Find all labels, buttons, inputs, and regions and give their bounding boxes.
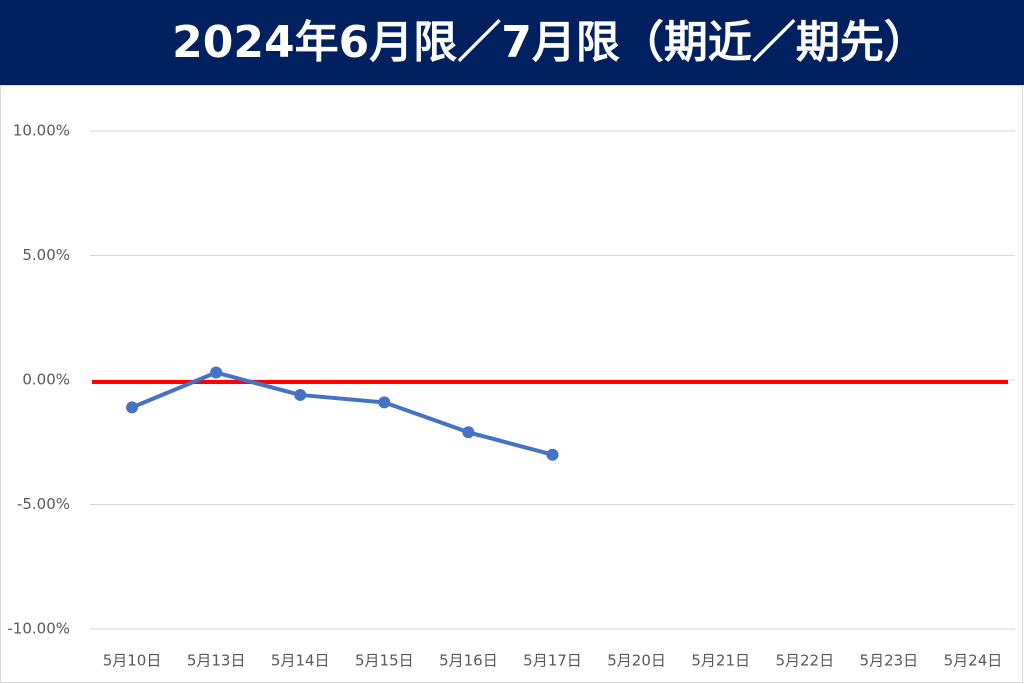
data-point <box>462 426 475 439</box>
x-tick-label: 5月20日 <box>607 652 666 670</box>
y-tick-label: 0.00% <box>22 371 70 389</box>
x-tick-label: 5月23日 <box>860 652 919 670</box>
chart-title: 2024年6月限／7月限（期近／期先） <box>172 17 928 68</box>
x-tick-label: 5月24日 <box>944 652 1003 670</box>
x-tick-label: 5月13日 <box>187 652 246 670</box>
x-tick-label: 5月10日 <box>103 652 162 670</box>
x-tick-label: 5月21日 <box>691 652 750 670</box>
data-point <box>126 401 139 414</box>
x-tick-label: 5月16日 <box>439 652 498 670</box>
chart-border <box>0 85 1023 683</box>
series-line <box>131 370 554 457</box>
title-banner <box>0 0 1024 85</box>
y-tick-label: 5.00% <box>22 246 70 264</box>
x-tick-label: 5月17日 <box>523 652 582 670</box>
x-tick-label: 5月15日 <box>355 652 414 670</box>
y-tick-label: -5.00% <box>17 495 70 513</box>
data-point <box>546 448 559 461</box>
data-point <box>294 388 307 401</box>
data-point <box>378 396 391 409</box>
x-tick-label: 5月22日 <box>775 652 834 670</box>
x-tick-label: 5月14日 <box>271 652 330 670</box>
y-tick-label: -10.00% <box>7 620 70 638</box>
y-tick-label: 10.00% <box>13 122 70 140</box>
data-point <box>210 366 223 379</box>
